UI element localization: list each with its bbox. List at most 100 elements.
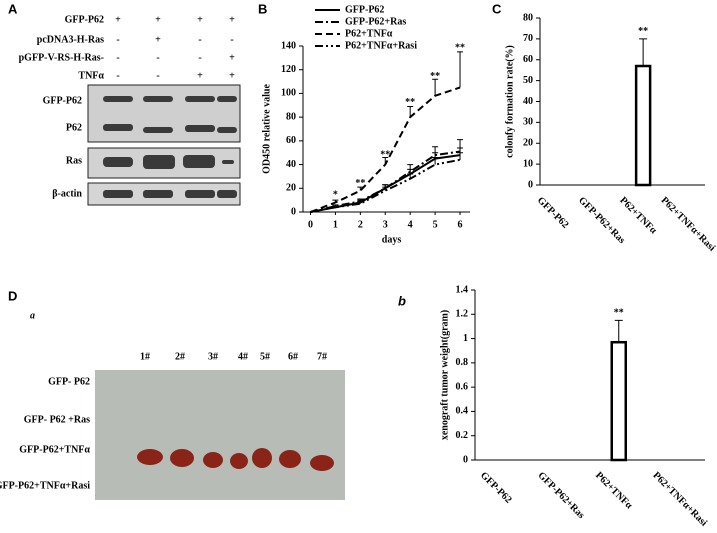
x-tick-label: 4 bbox=[408, 219, 413, 230]
y-axis-label: colonfy formation rate(%) bbox=[504, 45, 515, 158]
x-tick-label: 0 bbox=[308, 219, 313, 230]
panel-label: A bbox=[8, 1, 18, 16]
y-tick-label: 60 bbox=[286, 135, 296, 146]
y-tick-label: 0.4 bbox=[456, 406, 469, 417]
sign: + bbox=[155, 14, 161, 25]
bar bbox=[634, 64, 652, 187]
y-tick-label: 10 bbox=[523, 158, 533, 169]
panel-label: B bbox=[258, 1, 267, 16]
sign: + bbox=[229, 14, 235, 25]
sign: - bbox=[156, 52, 159, 63]
error-bar bbox=[382, 186, 389, 191]
y-tick-label: 1.2 bbox=[456, 309, 469, 320]
row-label: pcDNA3-H-Ras bbox=[37, 34, 104, 45]
y-tick-label: 1 bbox=[463, 333, 468, 344]
annotation: ** bbox=[430, 71, 440, 82]
panel-label: b bbox=[398, 293, 406, 308]
legend-label: GFP-P62+Ras bbox=[345, 16, 406, 27]
sign: + bbox=[229, 52, 235, 63]
y-tick-label: 60 bbox=[523, 54, 533, 65]
sample-label: 4# bbox=[238, 351, 248, 362]
y-axis-label: OD450 relative value bbox=[261, 84, 272, 174]
group-label: GFP-P62+TNFα+Rasi bbox=[0, 480, 90, 491]
x-tick-label: 1 bbox=[333, 219, 338, 230]
sign: - bbox=[116, 52, 119, 63]
group-label: GFP- P62 bbox=[48, 376, 90, 387]
error-bar bbox=[382, 156, 389, 165]
x-tick-label: 3 bbox=[383, 219, 388, 230]
panel-label: D bbox=[8, 288, 17, 303]
y-axis-label: xenograft tumor weight(gram) bbox=[439, 310, 450, 440]
y-tick-label: 140 bbox=[281, 40, 296, 51]
y-tick-label: 0.6 bbox=[456, 381, 469, 392]
y-tick-label: 100 bbox=[281, 88, 296, 99]
x-tick-label: P62+TNFα+Rasi bbox=[651, 470, 710, 529]
y-tick-label: 0.8 bbox=[456, 357, 469, 368]
annotation: ** bbox=[355, 178, 365, 189]
x-tick-label: P62+TNFα bbox=[617, 195, 659, 237]
x-tick-label: P62+TNFα+Rasi bbox=[659, 195, 717, 254]
group-label: GFP- P62 +Ras bbox=[24, 414, 90, 425]
sign: + bbox=[155, 34, 161, 45]
y-tick-label: 0.2 bbox=[456, 430, 469, 441]
blot-label: P62 bbox=[66, 122, 82, 133]
blot-label: Ras bbox=[66, 155, 82, 166]
x-tick-label: 6 bbox=[458, 219, 463, 230]
sample-label: 5# bbox=[260, 351, 270, 362]
series-line bbox=[310, 150, 461, 213]
tumors bbox=[137, 448, 334, 471]
sample-label: 2# bbox=[175, 351, 185, 362]
x-tick-label: GFP-P62 bbox=[478, 470, 514, 506]
y-tick-label: 20 bbox=[523, 138, 533, 149]
y-tick-label: 40 bbox=[523, 96, 533, 107]
y-tick-label: 0 bbox=[528, 179, 533, 190]
row-label: GFP-P62 bbox=[65, 14, 104, 25]
error-bar bbox=[407, 105, 414, 118]
sign: + bbox=[197, 70, 203, 81]
sample-label: 7# bbox=[317, 351, 327, 362]
error-bar bbox=[432, 78, 439, 96]
error-bar bbox=[639, 38, 648, 67]
y-tick-label: 20 bbox=[286, 183, 296, 194]
y-tick-label: 1.4 bbox=[456, 284, 469, 295]
y-tick-label: 80 bbox=[286, 111, 296, 122]
row-label: pGFP-V-RS-H-Ras- bbox=[19, 52, 104, 63]
x-tick-label: 5 bbox=[433, 219, 438, 230]
y-tick-label: 80 bbox=[523, 12, 533, 23]
sign: + bbox=[197, 14, 203, 25]
x-tick-label: GFP-P62+Ras bbox=[536, 470, 587, 521]
sample-label: 6# bbox=[288, 351, 298, 362]
error-bar bbox=[614, 319, 623, 343]
y-tick-label: 120 bbox=[281, 64, 296, 75]
significance: ** bbox=[614, 308, 624, 319]
group-label: GFP-P62+TNFα bbox=[19, 444, 90, 455]
x-tick-label: GFP-P62 bbox=[535, 195, 571, 231]
legend-label: GFP-P62 bbox=[345, 4, 384, 15]
sign: - bbox=[198, 52, 201, 63]
y-tick-label: 70 bbox=[523, 33, 533, 44]
error-bar bbox=[432, 146, 439, 156]
sign: - bbox=[198, 34, 201, 45]
y-tick-label: 50 bbox=[523, 75, 533, 86]
error-bar bbox=[332, 199, 339, 203]
sign: + bbox=[229, 70, 235, 81]
legend-label: P62+TNFα bbox=[345, 28, 393, 39]
x-tick-label: P62+TNFα bbox=[593, 470, 635, 512]
error-bar bbox=[457, 51, 464, 88]
annotation: ** bbox=[380, 149, 390, 160]
error-bar bbox=[407, 164, 414, 172]
y-tick-label: 40 bbox=[286, 159, 296, 170]
blot-gfp-p62 bbox=[87, 84, 241, 143]
sign: - bbox=[116, 34, 119, 45]
sign: - bbox=[116, 70, 119, 81]
y-tick-label: 0 bbox=[463, 454, 468, 465]
bands bbox=[103, 96, 237, 198]
significance: ** bbox=[638, 26, 648, 37]
error-bar bbox=[457, 152, 464, 160]
annotation: ** bbox=[405, 97, 415, 108]
annotation: ** bbox=[455, 43, 465, 54]
x-axis-label: days bbox=[382, 234, 402, 245]
sign: - bbox=[156, 70, 159, 81]
y-tick-label: 0 bbox=[291, 206, 296, 217]
